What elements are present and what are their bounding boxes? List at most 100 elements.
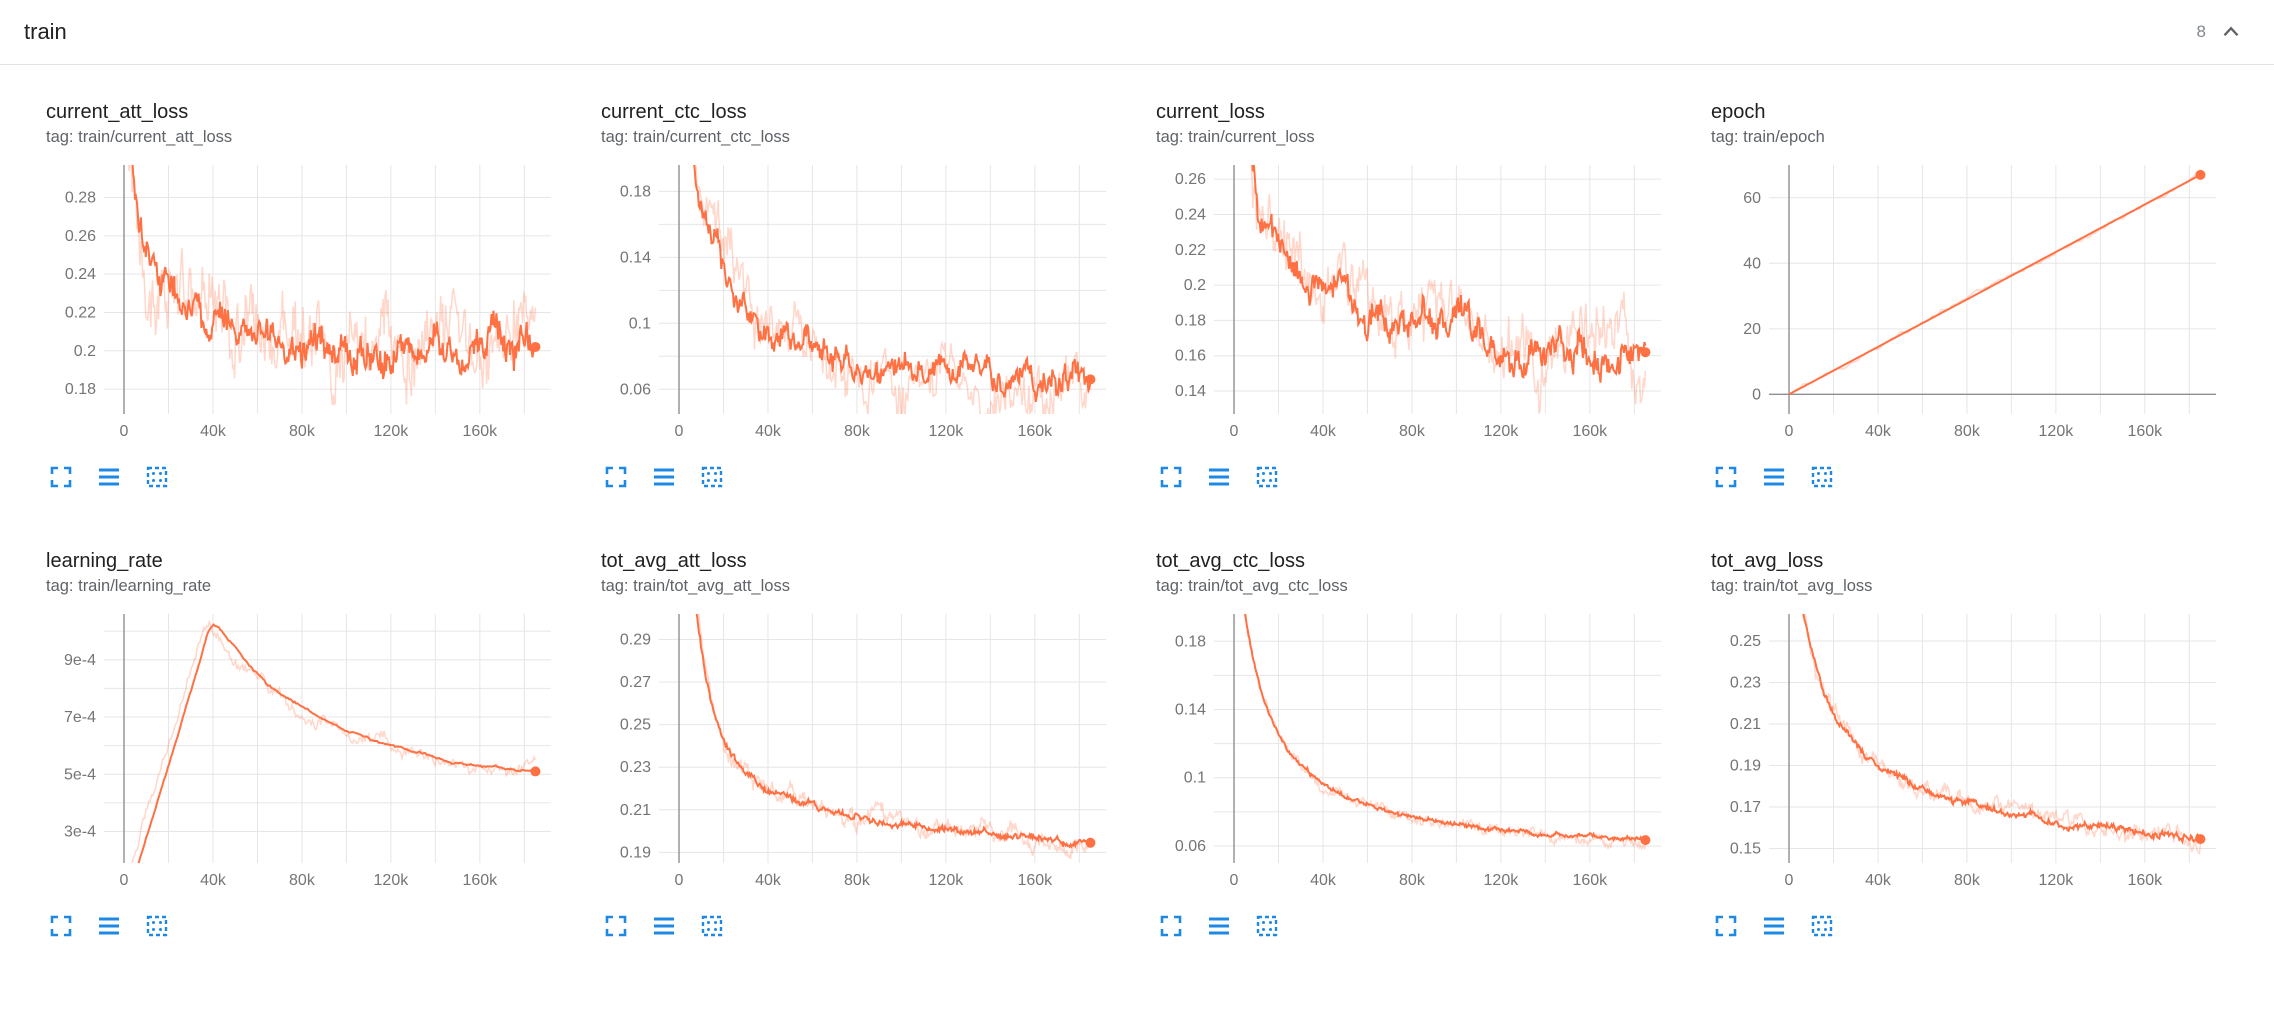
chart-tag: tag: train/tot_avg_loss bbox=[1711, 577, 1873, 595]
fit-domain-button[interactable] bbox=[697, 911, 727, 941]
svg-text:80k: 80k bbox=[1399, 872, 1426, 889]
line-chart[interactable]: 0.06 0.1 0.14 0.18 0 40k 80k 120k 160k bbox=[601, 157, 1116, 444]
svg-text:0: 0 bbox=[1230, 423, 1239, 440]
svg-text:0.2: 0.2 bbox=[1184, 277, 1206, 294]
svg-text:160k: 160k bbox=[1017, 872, 1053, 889]
svg-text:0.18: 0.18 bbox=[65, 381, 96, 398]
data-table-icon bbox=[654, 917, 674, 935]
svg-text:80k: 80k bbox=[1954, 872, 1981, 889]
svg-text:40k: 40k bbox=[1865, 423, 1892, 440]
maximize-card-button[interactable] bbox=[1711, 462, 1741, 492]
maximize-card-button[interactable] bbox=[46, 462, 76, 492]
chart-tag: tag: train/current_ctc_loss bbox=[601, 128, 790, 146]
svg-text:0.18: 0.18 bbox=[1175, 633, 1206, 650]
line-chart[interactable]: 3e-4 5e-4 7e-4 9e-4 0 40k 80k 120k 160k bbox=[46, 606, 561, 893]
line-chart[interactable]: 0.06 0.1 0.14 0.18 0 40k 80k 120k 160k bbox=[1156, 606, 1671, 893]
section-title: train bbox=[24, 19, 67, 44]
chevron-up-icon bbox=[2223, 26, 2239, 37]
line-chart[interactable]: 0.15 0.17 0.19 0.21 0.23 0.25 0 40k 80k 120k 160k bbox=[1711, 606, 2226, 893]
svg-text:0.14: 0.14 bbox=[1175, 383, 1206, 400]
maximize-card-button[interactable] bbox=[1156, 462, 1186, 492]
data-table-button[interactable] bbox=[1759, 911, 1789, 941]
fit-domain-button[interactable] bbox=[142, 462, 172, 492]
fit-domain-button[interactable] bbox=[1807, 462, 1837, 492]
svg-text:80k: 80k bbox=[1954, 423, 1981, 440]
chart-card-learning_rate: learning_rate tag: train/learning_rate 3… bbox=[46, 548, 561, 941]
svg-text:160k: 160k bbox=[2127, 872, 2163, 889]
svg-text:40k: 40k bbox=[755, 872, 782, 889]
svg-text:0.06: 0.06 bbox=[1175, 838, 1206, 855]
svg-text:0.16: 0.16 bbox=[1175, 348, 1206, 365]
data-table-button[interactable] bbox=[649, 462, 679, 492]
charts-section: current_att_loss tag: train/current_att_… bbox=[0, 65, 2274, 985]
charts-grid: current_att_loss tag: train/current_att_… bbox=[46, 99, 2228, 941]
svg-text:160k: 160k bbox=[1017, 423, 1053, 440]
data-table-button[interactable] bbox=[649, 911, 679, 941]
line-chart[interactable]: 0.19 0.21 0.23 0.25 0.27 0.29 0 40k 80k 120k 160k bbox=[601, 606, 1116, 893]
svg-text:80k: 80k bbox=[289, 423, 316, 440]
line-chart[interactable]: 0 20 40 60 0 40k 80k 120k 160k bbox=[1711, 157, 2226, 444]
svg-text:0.1: 0.1 bbox=[1184, 770, 1206, 787]
data-table-button[interactable] bbox=[1204, 911, 1234, 941]
chart-card-current_att_loss: current_att_loss tag: train/current_att_… bbox=[46, 99, 561, 492]
svg-text:120k: 120k bbox=[2039, 872, 2075, 889]
svg-text:9e-4: 9e-4 bbox=[64, 652, 96, 669]
maximize-icon bbox=[605, 466, 627, 488]
fit-domain-button[interactable] bbox=[1252, 462, 1282, 492]
data-table-button[interactable] bbox=[1204, 462, 1234, 492]
svg-text:160k: 160k bbox=[1572, 872, 1608, 889]
svg-text:80k: 80k bbox=[1399, 423, 1426, 440]
svg-text:160k: 160k bbox=[462, 423, 498, 440]
svg-text:40k: 40k bbox=[1310, 423, 1337, 440]
svg-text:0: 0 bbox=[1230, 872, 1239, 889]
chart-card-tot_avg_att_loss: tot_avg_att_loss tag: train/tot_avg_att_… bbox=[601, 548, 1116, 941]
svg-text:160k: 160k bbox=[462, 872, 498, 889]
svg-text:80k: 80k bbox=[844, 423, 871, 440]
fit-domain-button[interactable] bbox=[697, 462, 727, 492]
svg-text:0.06: 0.06 bbox=[620, 381, 651, 398]
fit-domain-button[interactable] bbox=[142, 911, 172, 941]
maximize-card-button[interactable] bbox=[601, 462, 631, 492]
svg-text:0: 0 bbox=[1785, 423, 1794, 440]
svg-text:0: 0 bbox=[120, 872, 129, 889]
maximize-card-button[interactable] bbox=[1156, 911, 1186, 941]
maximize-card-button[interactable] bbox=[601, 911, 631, 941]
svg-text:40k: 40k bbox=[1865, 872, 1892, 889]
svg-text:0.26: 0.26 bbox=[1175, 171, 1206, 188]
collapse-section-button[interactable] bbox=[2216, 17, 2246, 47]
svg-text:0.28: 0.28 bbox=[65, 190, 96, 207]
fit-domain-button[interactable] bbox=[1807, 911, 1837, 941]
svg-text:120k: 120k bbox=[929, 423, 965, 440]
maximize-card-button[interactable] bbox=[46, 911, 76, 941]
data-table-button[interactable] bbox=[94, 462, 124, 492]
data-table-button[interactable] bbox=[1759, 462, 1789, 492]
maximize-card-button[interactable] bbox=[1711, 911, 1741, 941]
svg-text:40k: 40k bbox=[1310, 872, 1337, 889]
chart-toolbar bbox=[1711, 911, 2226, 941]
fit-domain-icon bbox=[1256, 915, 1278, 937]
svg-text:0.22: 0.22 bbox=[65, 304, 96, 321]
fit-domain-button[interactable] bbox=[1252, 911, 1282, 941]
svg-text:0.22: 0.22 bbox=[1175, 242, 1206, 259]
chart-title: current_loss bbox=[1156, 101, 1265, 123]
svg-text:0.2: 0.2 bbox=[74, 343, 96, 360]
svg-text:0.29: 0.29 bbox=[620, 632, 651, 649]
svg-text:0: 0 bbox=[1785, 872, 1794, 889]
fit-domain-icon bbox=[1811, 915, 1833, 937]
svg-text:0.24: 0.24 bbox=[65, 266, 96, 283]
svg-text:0.18: 0.18 bbox=[1175, 312, 1206, 329]
line-chart[interactable]: 0.14 0.16 0.18 0.2 0.22 0.24 0.26 0 40k 80k 120k 16… bbox=[1156, 157, 1671, 444]
data-table-icon bbox=[99, 468, 119, 486]
line-chart[interactable]: 0.18 0.2 0.22 0.24 0.26 0.28 0 40k 80k 120k 160k bbox=[46, 157, 561, 444]
chart-tag: tag: train/learning_rate bbox=[46, 577, 212, 595]
data-table-icon bbox=[1764, 917, 1784, 935]
svg-text:0.18: 0.18 bbox=[620, 183, 651, 200]
data-table-button[interactable] bbox=[94, 911, 124, 941]
chart-toolbar bbox=[1711, 462, 2226, 492]
svg-text:120k: 120k bbox=[1484, 872, 1520, 889]
chart-toolbar bbox=[601, 462, 1116, 492]
maximize-icon bbox=[50, 915, 72, 937]
svg-text:0.26: 0.26 bbox=[65, 228, 96, 245]
svg-text:7e-4: 7e-4 bbox=[64, 709, 96, 726]
section-header: train 8 bbox=[0, 0, 2274, 65]
